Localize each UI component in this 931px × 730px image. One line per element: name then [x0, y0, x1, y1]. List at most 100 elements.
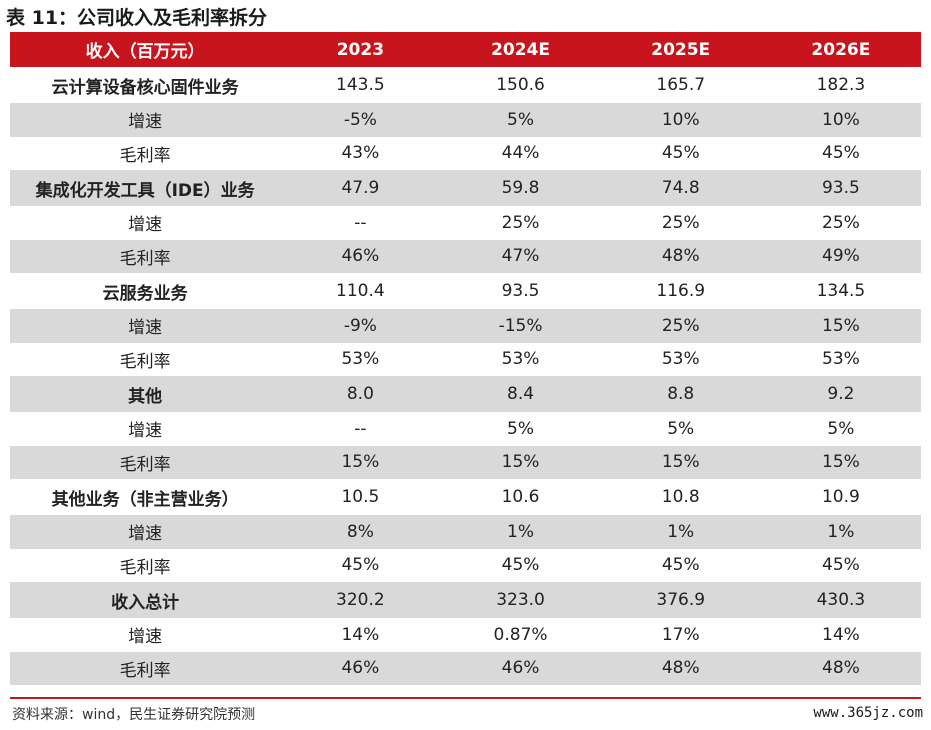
cell-value: 25% — [600, 309, 761, 343]
metric-row: 毛利率 15% 15% 15% 15% — [10, 445, 921, 479]
cell-value: 46% — [280, 651, 441, 685]
cell-value: 10.5 — [341, 487, 380, 507]
table-bottom-rule — [10, 697, 921, 699]
row-label: 其他业务（非主营业务） — [51, 489, 239, 510]
cell-value: 93.5 — [501, 281, 540, 301]
cell-value: 10.9 — [821, 487, 860, 507]
table-title: 表 11：公司收入及毛利率拆分 — [6, 7, 268, 29]
cell-value: 45% — [661, 555, 700, 576]
cell-value: -9% — [280, 309, 441, 343]
cell-value: 0.87% — [493, 624, 548, 645]
cell-value: 116.9 — [656, 281, 706, 301]
cell-value: 8% — [280, 515, 441, 549]
cell-value: 182.3 — [816, 75, 866, 95]
cell-value: 46% — [280, 239, 441, 273]
cell-value: 323.0 — [440, 582, 601, 618]
row-label: 增速 — [128, 421, 163, 442]
metric-row: 增速 14% 0.87% 17% 14% — [10, 618, 921, 652]
cell-value: 143.5 — [336, 75, 385, 95]
cell-value: 110.4 — [336, 281, 385, 301]
segment-row: 云服务业务 110.4 93.5 116.9 134.5 — [10, 273, 921, 309]
cell-value: 15% — [760, 309, 921, 343]
cell-value: 430.3 — [760, 582, 921, 618]
header-year: 2023 — [280, 32, 441, 67]
metric-row: 毛利率 46% 46% 48% 48% — [10, 651, 921, 685]
cell-value: 15% — [760, 445, 921, 479]
cell-value: 1% — [760, 515, 921, 549]
cell-value: 48% — [600, 239, 761, 273]
cell-value: 44% — [501, 143, 540, 164]
cell-value: 1% — [440, 515, 601, 549]
cell-value: 8.4 — [440, 376, 601, 412]
row-label: 毛利率 — [119, 145, 171, 166]
header-year: 2026E — [760, 32, 921, 67]
table-body: 云计算设备核心固件业务 143.5 150.6 165.7 182.3 增速 -5% 5% 10… — [10, 67, 921, 685]
metric-row: 增速 -5% 5% 10% 10% — [10, 103, 921, 137]
cell-value: 53% — [341, 349, 380, 370]
cell-value: 53% — [661, 349, 700, 370]
segment-row: 集成化开发工具（IDE）业务 47.9 59.8 74.8 93.5 — [10, 170, 921, 206]
cell-value: 5% — [507, 418, 535, 439]
row-label: 增速 — [10, 309, 281, 343]
row-label: 毛利率 — [119, 351, 171, 372]
cell-value: 15% — [280, 445, 441, 479]
cell-value: 134.5 — [816, 281, 866, 301]
cell-value: 48% — [760, 651, 921, 685]
cell-value: 376.9 — [600, 582, 761, 618]
metric-row: 毛利率 43% 44% 45% 45% — [10, 137, 921, 171]
header-year: 2024E — [440, 32, 601, 67]
row-label: 增速 — [10, 515, 281, 549]
header-year: 2025E — [600, 32, 761, 67]
row-label: 增速 — [128, 627, 163, 648]
row-label: 毛利率 — [119, 557, 171, 578]
cell-value: 14% — [341, 624, 380, 645]
segment-row: 收入总计 320.2 323.0 376.9 430.3 — [10, 582, 921, 618]
cell-value: 17% — [661, 624, 700, 645]
cell-value: 45% — [661, 143, 700, 164]
cell-value: 74.8 — [600, 170, 761, 206]
cell-value: 8.0 — [280, 376, 441, 412]
segment-row: 其他业务（非主营业务） 10.5 10.6 10.8 10.9 — [10, 479, 921, 515]
segment-row: 云计算设备核心固件业务 143.5 150.6 165.7 182.3 — [10, 67, 921, 103]
cell-value: 5% — [667, 418, 695, 439]
cell-value: 8.8 — [600, 376, 761, 412]
cell-value: 10.6 — [501, 487, 540, 507]
row-label: 收入总计 — [10, 582, 281, 618]
cell-value: 165.7 — [656, 75, 706, 95]
row-label: 云计算设备核心固件业务 — [51, 77, 239, 98]
cell-value: -5% — [280, 103, 441, 137]
cell-value: 53% — [822, 349, 860, 370]
watermark: www.365jz.com — [813, 705, 923, 721]
cell-value: 93.5 — [760, 170, 921, 206]
cell-value: 15% — [600, 445, 761, 479]
table-header: 收入（百万元） 2023 2024E 2025E 2026E — [10, 32, 921, 67]
metric-row: 毛利率 53% 53% 53% 53% — [10, 343, 921, 377]
header-label: 收入（百万元） — [10, 32, 281, 67]
cell-value: 47% — [440, 239, 601, 273]
cell-value: 43% — [341, 143, 380, 164]
cell-value: 9.2 — [760, 376, 921, 412]
row-label: 集成化开发工具（IDE）业务 — [10, 170, 281, 206]
metric-row: 增速 8% 1% 1% 1% — [10, 515, 921, 549]
cell-value: 53% — [501, 349, 540, 370]
row-label: 毛利率 — [10, 651, 281, 685]
cell-value: 45% — [501, 555, 540, 576]
cell-value: 45% — [822, 143, 860, 164]
row-label: 增速 — [128, 215, 163, 236]
cell-value: -- — [354, 418, 367, 439]
metric-row: 毛利率 46% 47% 48% 49% — [10, 239, 921, 273]
revenue-margin-table: 收入（百万元） 2023 2024E 2025E 2026E 云计算设备核心固件… — [10, 32, 921, 685]
row-label: 毛利率 — [10, 239, 281, 273]
row-label: 其他 — [10, 376, 281, 412]
cell-value: 5% — [827, 418, 855, 439]
cell-value: 10% — [760, 103, 921, 137]
metric-row: 增速 -- 5% 5% 5% — [10, 412, 921, 446]
header-row: 收入（百万元） 2023 2024E 2025E 2026E — [10, 32, 921, 67]
row-label: 云服务业务 — [102, 283, 188, 304]
row-label: 增速 — [10, 103, 281, 137]
cell-value: 150.6 — [496, 75, 545, 95]
cell-value: 25% — [822, 212, 860, 233]
metric-row: 毛利率 45% 45% 45% 45% — [10, 549, 921, 583]
cell-value: 14% — [822, 624, 860, 645]
cell-value: 46% — [440, 651, 601, 685]
